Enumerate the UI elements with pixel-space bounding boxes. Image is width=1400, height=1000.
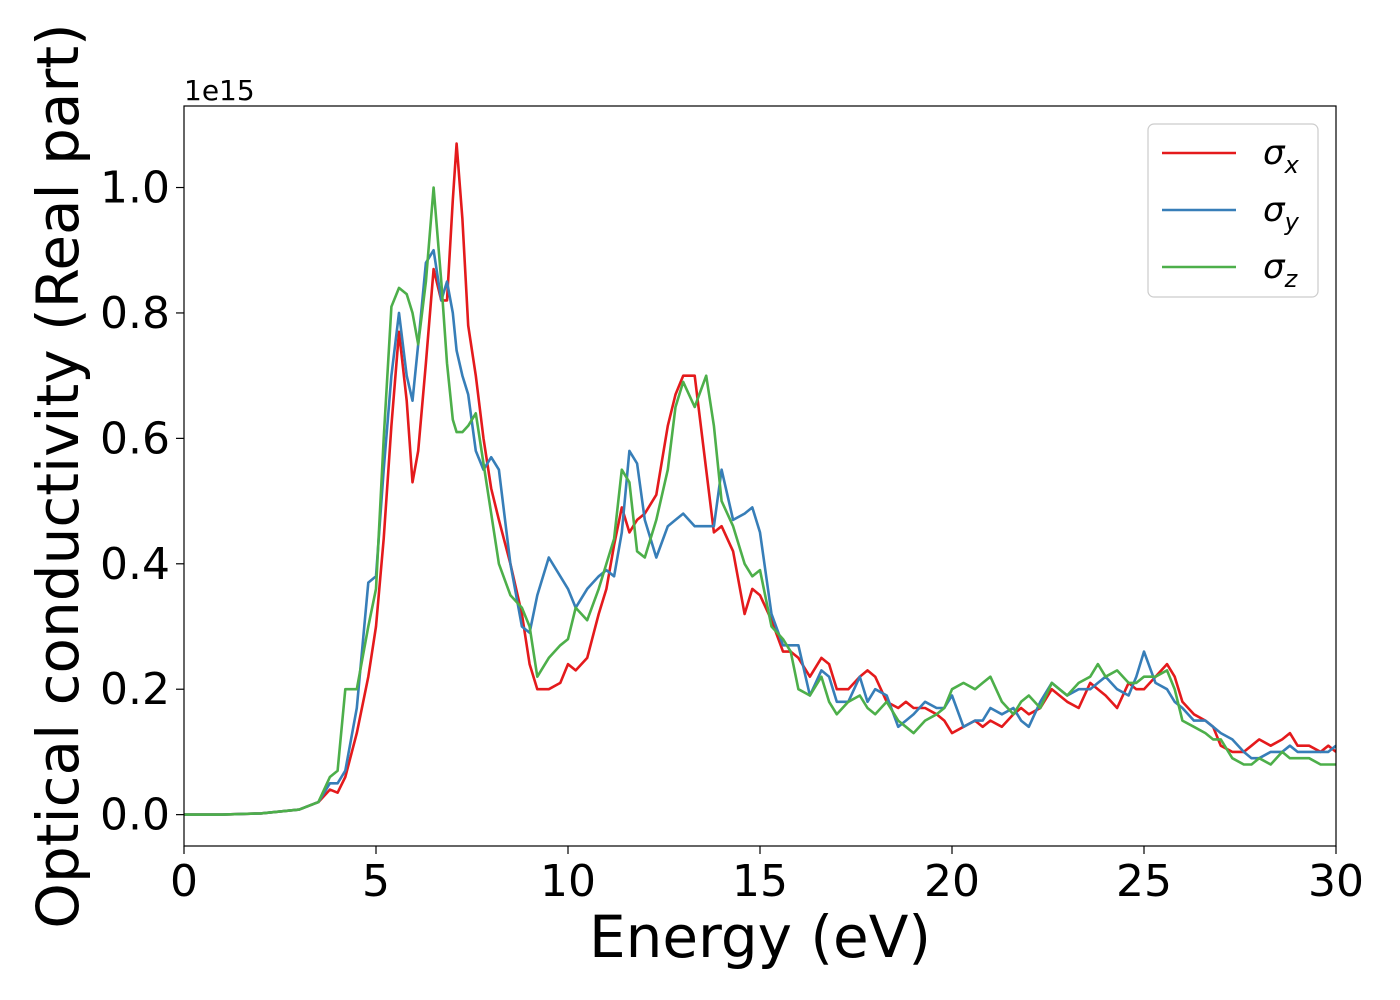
x-tick-label: 20	[924, 856, 980, 907]
x-tick-label: 15	[732, 856, 788, 907]
y-axis-title: Optical conductivity (Real part)	[24, 23, 92, 928]
y-tick-label: 0.8	[100, 288, 170, 339]
x-tick-label: 0	[170, 856, 198, 907]
y-axis: 0.0 0.2 0.4 0.6 0.8 1.0	[100, 163, 184, 841]
y-offset-label: 1e15	[184, 74, 255, 107]
x-tick-label: 25	[1116, 856, 1172, 907]
x-axis-title: Energy (eV)	[589, 903, 931, 971]
x-axis: 0 5 10 15 20 25 30	[170, 846, 1364, 907]
y-tick-label: 0.0	[100, 790, 170, 841]
y-tick-label: 1.0	[100, 163, 170, 214]
y-tick-label: 0.6	[100, 413, 170, 464]
x-tick-label: 10	[540, 856, 596, 907]
y-tick-label: 0.2	[100, 664, 170, 715]
series-line-z	[184, 186, 1336, 816]
x-tick-label: 30	[1308, 856, 1364, 907]
y-tick-label: 0.4	[100, 539, 170, 590]
series-layer	[184, 142, 1336, 816]
x-tick-label: 5	[362, 856, 390, 907]
plot-area	[184, 106, 1336, 846]
